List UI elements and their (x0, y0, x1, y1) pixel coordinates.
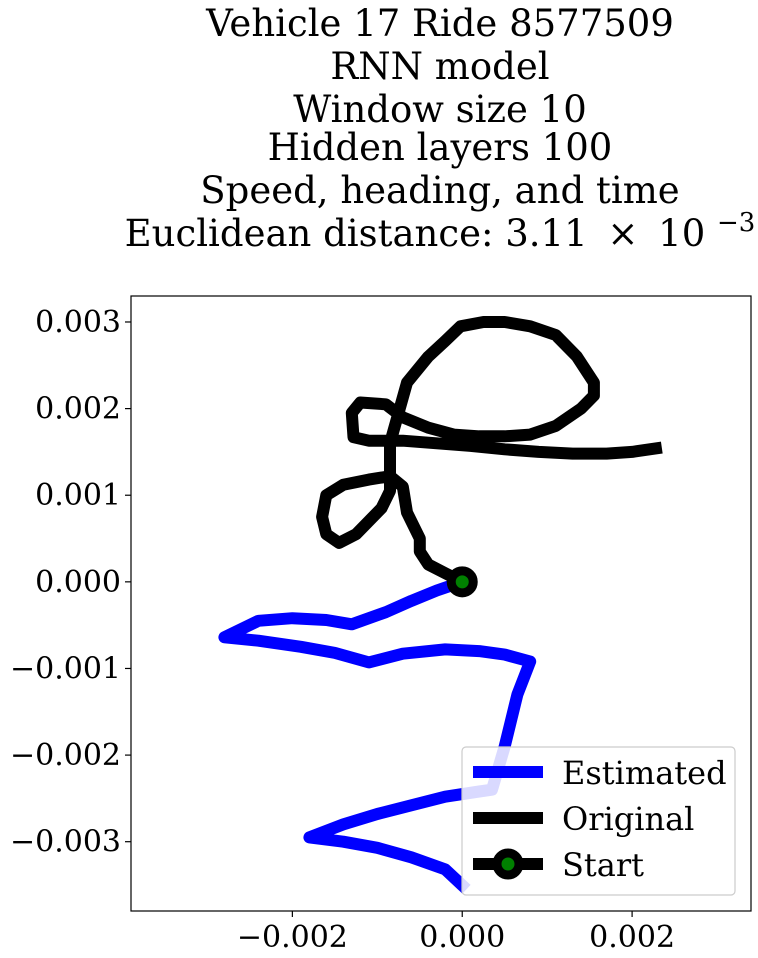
start-layer (446, 566, 478, 598)
title-distance-base: 10 (658, 212, 705, 255)
title-distance-times: × (607, 212, 638, 255)
title-line-distance: Euclidean distance: 3.11 × 10 −3 (125, 208, 756, 255)
series-layer (218, 316, 663, 894)
legend-label-start: Start (562, 846, 644, 884)
title-line-2: RNN model (330, 45, 549, 88)
x-axis: −0.002 0.000 0.002 (237, 911, 675, 955)
title-distance-exponent: −3 (717, 208, 755, 238)
y-tick-label: 0.003 (35, 305, 121, 340)
title-line-1: Vehicle 17 Ride 8577509 (205, 2, 674, 45)
y-tick-label: −0.001 (10, 651, 121, 686)
y-tick-label: −0.002 (10, 738, 121, 773)
y-tick-label: 0.000 (35, 565, 121, 600)
title-line-3: Window size 10 (293, 88, 587, 131)
series-line-estimated (218, 576, 537, 894)
legend-label-original: Original (562, 800, 694, 838)
x-tick-label: 0.000 (419, 920, 505, 955)
y-tick-label: −0.003 (10, 825, 121, 860)
y-tick-label: 0.001 (35, 478, 121, 513)
title-line-5: Speed, heading, and time (200, 169, 679, 212)
y-tick-label: 0.002 (35, 392, 121, 427)
legend-swatch-start-marker (492, 848, 524, 880)
y-axis: 0.003 0.002 0.001 0.000 −0.001 −0.002 −0.003 (10, 305, 131, 860)
title-line-4: Hidden layers 100 (268, 126, 613, 169)
legend-label-estimated: Estimated (562, 754, 727, 792)
series-line-original (316, 316, 663, 588)
plot-area-frame (130, 295, 752, 912)
x-tick-label: −0.002 (237, 920, 348, 955)
title-distance-prefix: Euclidean distance: 3.11 (125, 212, 588, 255)
x-tick-label: 0.002 (589, 920, 675, 955)
start-point-marker (446, 566, 478, 598)
chart-title: Vehicle 17 Ride 8577509 RNN model Window… (125, 2, 756, 255)
legend: Estimated Original Start (461, 746, 736, 896)
